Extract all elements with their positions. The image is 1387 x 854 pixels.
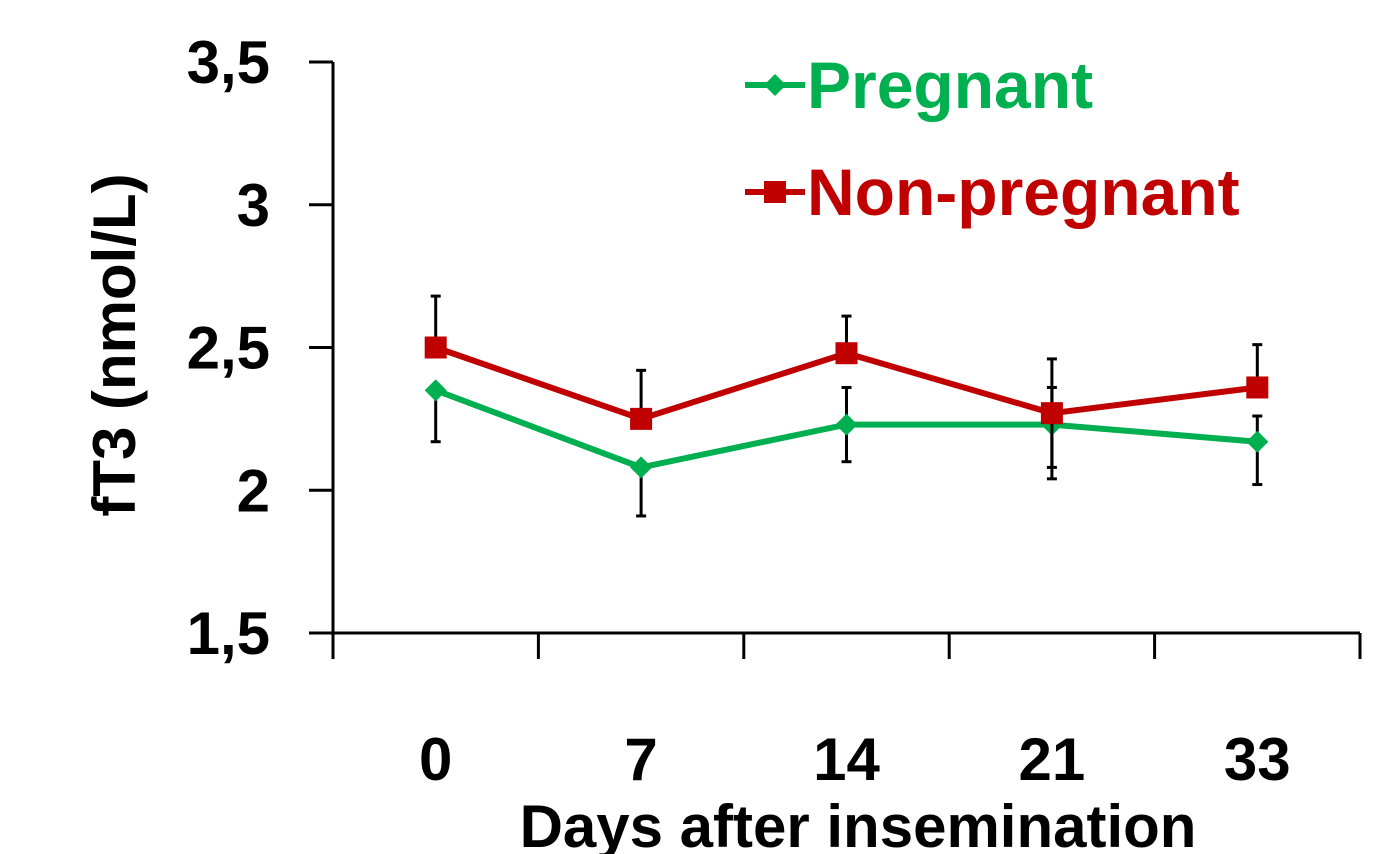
data-point — [1040, 402, 1063, 425]
y-tick-label: 3 — [237, 172, 270, 239]
x-ticks: 0 7 14 21 33 — [331, 633, 1362, 793]
legend-item: Pregnant — [745, 48, 1093, 122]
legend-marker — [764, 181, 786, 203]
y-ticks: 1,5 2 2,5 3 3,5 — [187, 29, 333, 667]
y-axis-title: fT3 (nmol/L) — [81, 173, 148, 516]
legend-label: Non-pregnant — [807, 155, 1240, 229]
legend-item: Non-pregnant — [745, 155, 1240, 229]
y-tick-label: 3,5 — [187, 29, 270, 96]
y-tick-label: 1,5 — [187, 600, 270, 667]
data-point — [1246, 430, 1269, 453]
data-point — [835, 413, 858, 436]
legend: Pregnant Non-pregnant — [745, 48, 1240, 229]
data-point — [835, 342, 858, 365]
y-tick-label: 2 — [237, 457, 270, 524]
data-point — [424, 336, 447, 359]
y-tick-label: 2,5 — [187, 315, 270, 382]
series-non-pregnant — [424, 294, 1269, 469]
legend-marker — [764, 74, 786, 96]
data-point — [424, 379, 447, 402]
data-point — [630, 407, 653, 430]
series-layer — [424, 294, 1269, 518]
legend-label: Pregnant — [807, 48, 1093, 122]
x-axis-title: Days after insemination — [520, 793, 1197, 854]
x-tick-label: 21 — [1019, 726, 1086, 793]
x-tick-label: 33 — [1224, 726, 1291, 793]
x-tick-label: 7 — [624, 726, 657, 793]
data-point — [1246, 376, 1269, 399]
x-tick-label: 0 — [419, 726, 452, 793]
x-tick-label: 14 — [813, 726, 880, 793]
data-point — [630, 456, 653, 479]
